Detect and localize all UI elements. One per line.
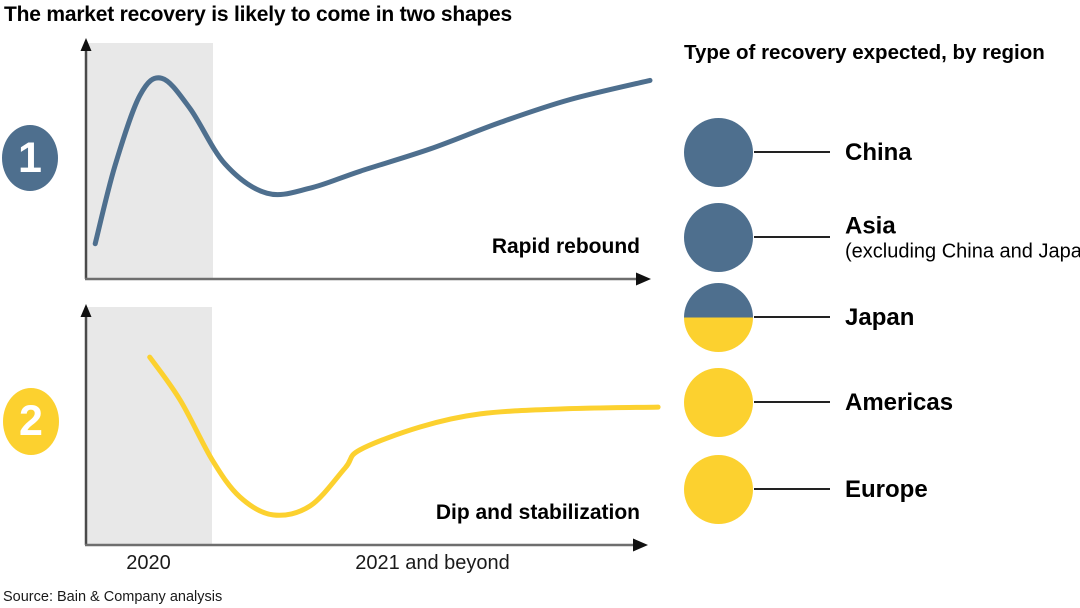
legend-marker-icon (684, 283, 753, 352)
chart2-plot (80, 304, 661, 552)
chart2-x-axis-arrowhead-icon (633, 538, 648, 552)
legend-sublabel: (excluding China and Japan) (845, 240, 1080, 262)
chart2-number: 2 (19, 397, 43, 445)
legend-item-americas: Americas (684, 368, 1080, 437)
legend-connector-line (754, 151, 830, 153)
legend-heading: Type of recovery expected, by region (684, 41, 1045, 64)
chart1-plot (80, 38, 653, 286)
legend-marker-icon (684, 455, 753, 524)
x-axis-tick-2020: 2020 (126, 552, 171, 574)
legend-item-europe: Europe (684, 455, 1080, 524)
chart1-rapid-rebound-curve (92, 75, 653, 247)
legend-connector-line (754, 316, 830, 318)
legend-item-china: China (684, 118, 1080, 187)
chart1-x-axis-arrowhead-icon (636, 272, 651, 286)
legend-label: Americas (845, 388, 954, 416)
chart2-y-axis-arrowhead-icon (80, 304, 92, 317)
chart1-number-badge: 1 (2, 125, 58, 191)
chart1-y-axis-arrowhead-icon (80, 38, 92, 51)
legend-item-asia: Asia (excluding China and Japan) (684, 203, 1080, 272)
chart2-label: Dip and stabilization (435, 501, 640, 524)
x-axis-tick-2021-and-beyond: 2021 and beyond (355, 552, 510, 574)
legend-label: Asia (845, 212, 896, 239)
legend-item-japan: Japan (684, 283, 1080, 352)
legend-connector-line (754, 488, 830, 490)
chart1-label: Rapid rebound (491, 235, 640, 258)
page-title: The market recovery is likely to come in… (4, 3, 513, 26)
legend-label: Europe (845, 475, 928, 503)
legend-connector-line (754, 401, 830, 403)
legend-marker-icon (684, 118, 753, 187)
source-note: Source: Bain & Company analysis (3, 589, 223, 605)
legend-marker-icon (684, 203, 753, 272)
legend-label: China (845, 138, 912, 166)
chart2-shaded-band-2020 (86, 307, 212, 545)
legend-marker-icon (684, 368, 753, 437)
chart1-number: 1 (18, 133, 42, 182)
chart2-number-badge: 2 (3, 388, 59, 455)
legend-label: Japan (845, 303, 915, 331)
legend-connector-line (754, 236, 830, 238)
chart2-dip-stabilization-curve (147, 354, 661, 518)
